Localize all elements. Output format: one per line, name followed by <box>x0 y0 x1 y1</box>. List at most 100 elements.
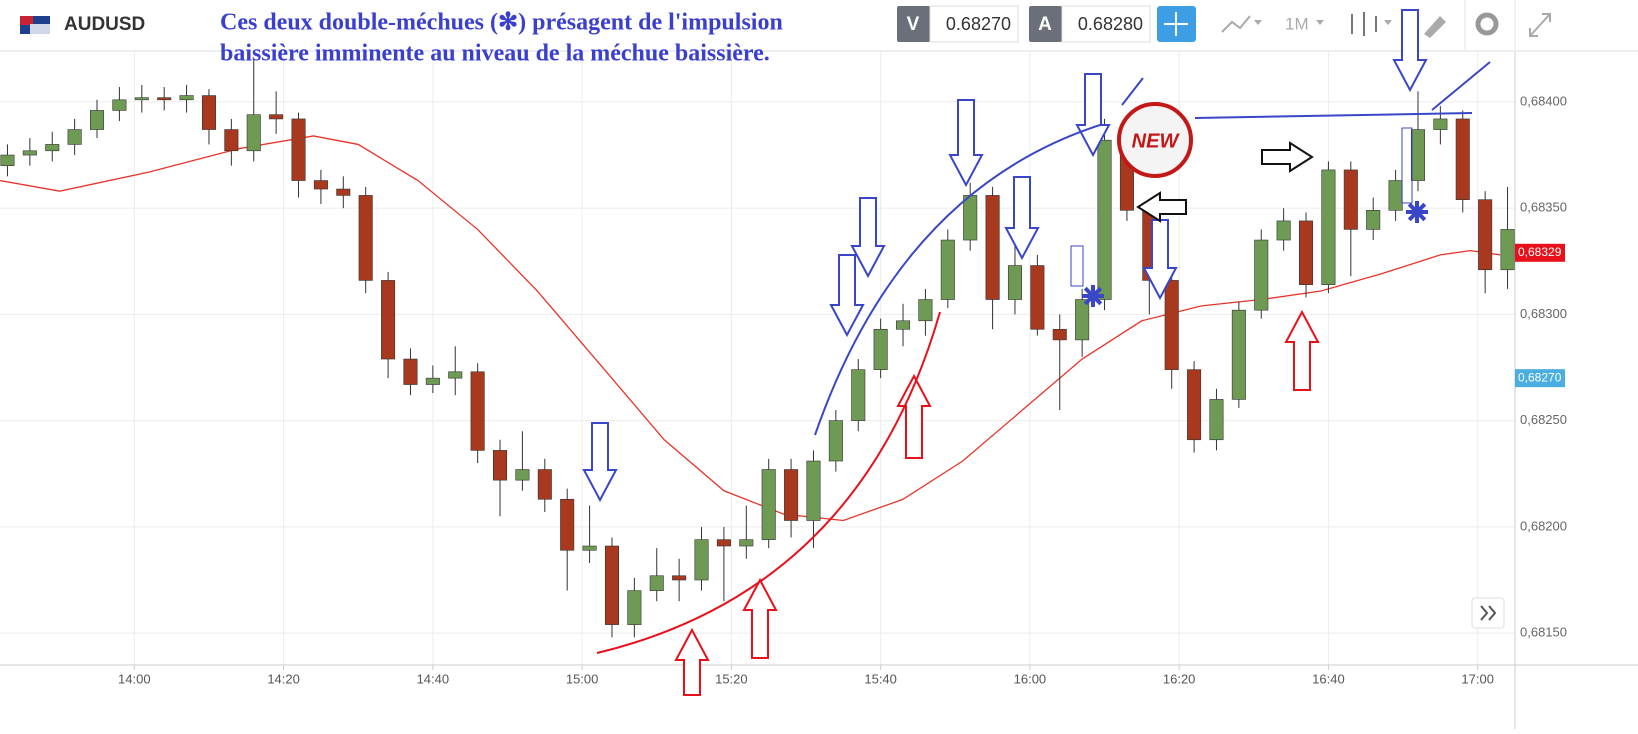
x-tick-label: 15:20 <box>715 671 748 686</box>
trend-line <box>1121 77 1144 106</box>
bid-field <box>929 5 1019 43</box>
candle-body <box>806 460 821 521</box>
candle-body <box>1052 328 1067 341</box>
fullscreen-icon[interactable] <box>1529 13 1551 37</box>
x-tick-label: 16:20 <box>1163 671 1196 686</box>
candle-body <box>851 369 866 421</box>
bid-button[interactable] <box>897 6 930 42</box>
asterisk <box>1407 202 1427 222</box>
candle-body <box>45 144 60 152</box>
candles-icon[interactable] <box>1351 12 1377 36</box>
dropdown <box>1384 20 1392 25</box>
y-tick-label: 0,68400 <box>1520 93 1567 108</box>
trend-line <box>1431 61 1491 111</box>
candle-body <box>157 97 172 101</box>
arrow <box>1075 73 1111 158</box>
candle-body <box>672 575 687 581</box>
arrow <box>1142 219 1178 301</box>
price-tag-label: 0,68329 <box>1518 245 1562 259</box>
dropdown <box>1254 20 1262 25</box>
arrow <box>1004 176 1040 261</box>
y-tick-label: 0,68350 <box>1520 200 1567 215</box>
arrow <box>1392 9 1428 93</box>
candle-body <box>381 280 396 360</box>
candle-body <box>560 498 575 551</box>
candle-body <box>515 469 530 481</box>
y-tick-label: 0,68250 <box>1520 412 1567 427</box>
trend-curve <box>814 124 1101 436</box>
candle-body <box>1478 199 1493 271</box>
candle-body <box>336 188 351 196</box>
flag-cross <box>20 16 33 25</box>
timeframe[interactable]: 1M <box>1285 14 1309 33</box>
arrow <box>1136 191 1187 223</box>
x-tick-label: 15:40 <box>864 671 897 686</box>
candle-body <box>1254 239 1269 311</box>
candle-body <box>1366 209 1381 230</box>
candle-body <box>1433 118 1448 130</box>
candle-body <box>1500 229 1515 271</box>
candle-body <box>604 545 619 625</box>
candle-body <box>1299 220 1314 285</box>
crosshair-icon <box>1164 12 1188 36</box>
candle-body <box>1097 139 1112 300</box>
candle-body <box>761 469 776 540</box>
chart-type-icon[interactable] <box>1221 15 1251 33</box>
candle-body <box>403 358 418 385</box>
ask-button[interactable] <box>1029 6 1062 42</box>
y-tick-label: 0,68300 <box>1520 306 1567 321</box>
x-tick-label: 14:00 <box>118 671 151 686</box>
arrow <box>1261 141 1314 173</box>
symbol: AUDUSD <box>64 14 145 35</box>
candle-body <box>90 110 105 130</box>
candle-body <box>493 450 508 481</box>
candle-body <box>985 195 1000 300</box>
x-tick-label: 17:00 <box>1461 671 1494 686</box>
arrow <box>948 99 984 188</box>
candle-body <box>0 154 15 166</box>
candle-body <box>1030 265 1045 330</box>
candle-body <box>291 118 306 181</box>
candle-body <box>828 420 843 462</box>
y-tick-label: 0,68150 <box>1520 625 1567 640</box>
candle-body <box>537 469 552 500</box>
candle-body <box>22 150 37 156</box>
settings-icon[interactable] <box>1475 12 1499 36</box>
candle-body <box>1075 299 1090 341</box>
y-tick-label: 0,68200 <box>1520 518 1567 533</box>
scroll-icon <box>1480 605 1497 621</box>
candle-body <box>784 469 799 521</box>
candle-body <box>134 97 149 101</box>
ask-price: 0.68280 <box>1078 14 1143 34</box>
x-tick-label: 16:40 <box>1312 671 1345 686</box>
candle-body <box>1231 309 1246 400</box>
candle-body <box>1455 118 1470 200</box>
candle-body <box>1187 369 1202 441</box>
candle-body <box>1321 169 1336 285</box>
badge-text: NEW <box>1132 130 1181 152</box>
candle-body <box>940 239 955 300</box>
annotation-line: baissière imminente au niveau de la méch… <box>220 41 770 67</box>
candle-body <box>627 590 642 625</box>
asterisk <box>1083 286 1103 306</box>
candle-body <box>112 99 127 111</box>
draw-icon[interactable] <box>1424 16 1446 38</box>
arrow <box>829 254 865 338</box>
candle-body <box>224 129 239 152</box>
arrow <box>1284 309 1320 391</box>
candle-body <box>739 539 754 547</box>
candle-body <box>1276 220 1291 241</box>
candle-body <box>649 575 664 591</box>
bid-label: V <box>907 14 920 35</box>
price-tag <box>1515 369 1565 388</box>
candle-body <box>1007 265 1022 300</box>
candle-body <box>1209 399 1224 441</box>
toolbar: AUDUSD Ces deux double-méchues (✻) présa… <box>20 0 1551 67</box>
candle-body <box>201 95 216 130</box>
candle-body <box>918 299 933 322</box>
candle-body <box>246 114 261 152</box>
candle-body <box>179 95 194 101</box>
dropdown <box>1316 20 1324 25</box>
